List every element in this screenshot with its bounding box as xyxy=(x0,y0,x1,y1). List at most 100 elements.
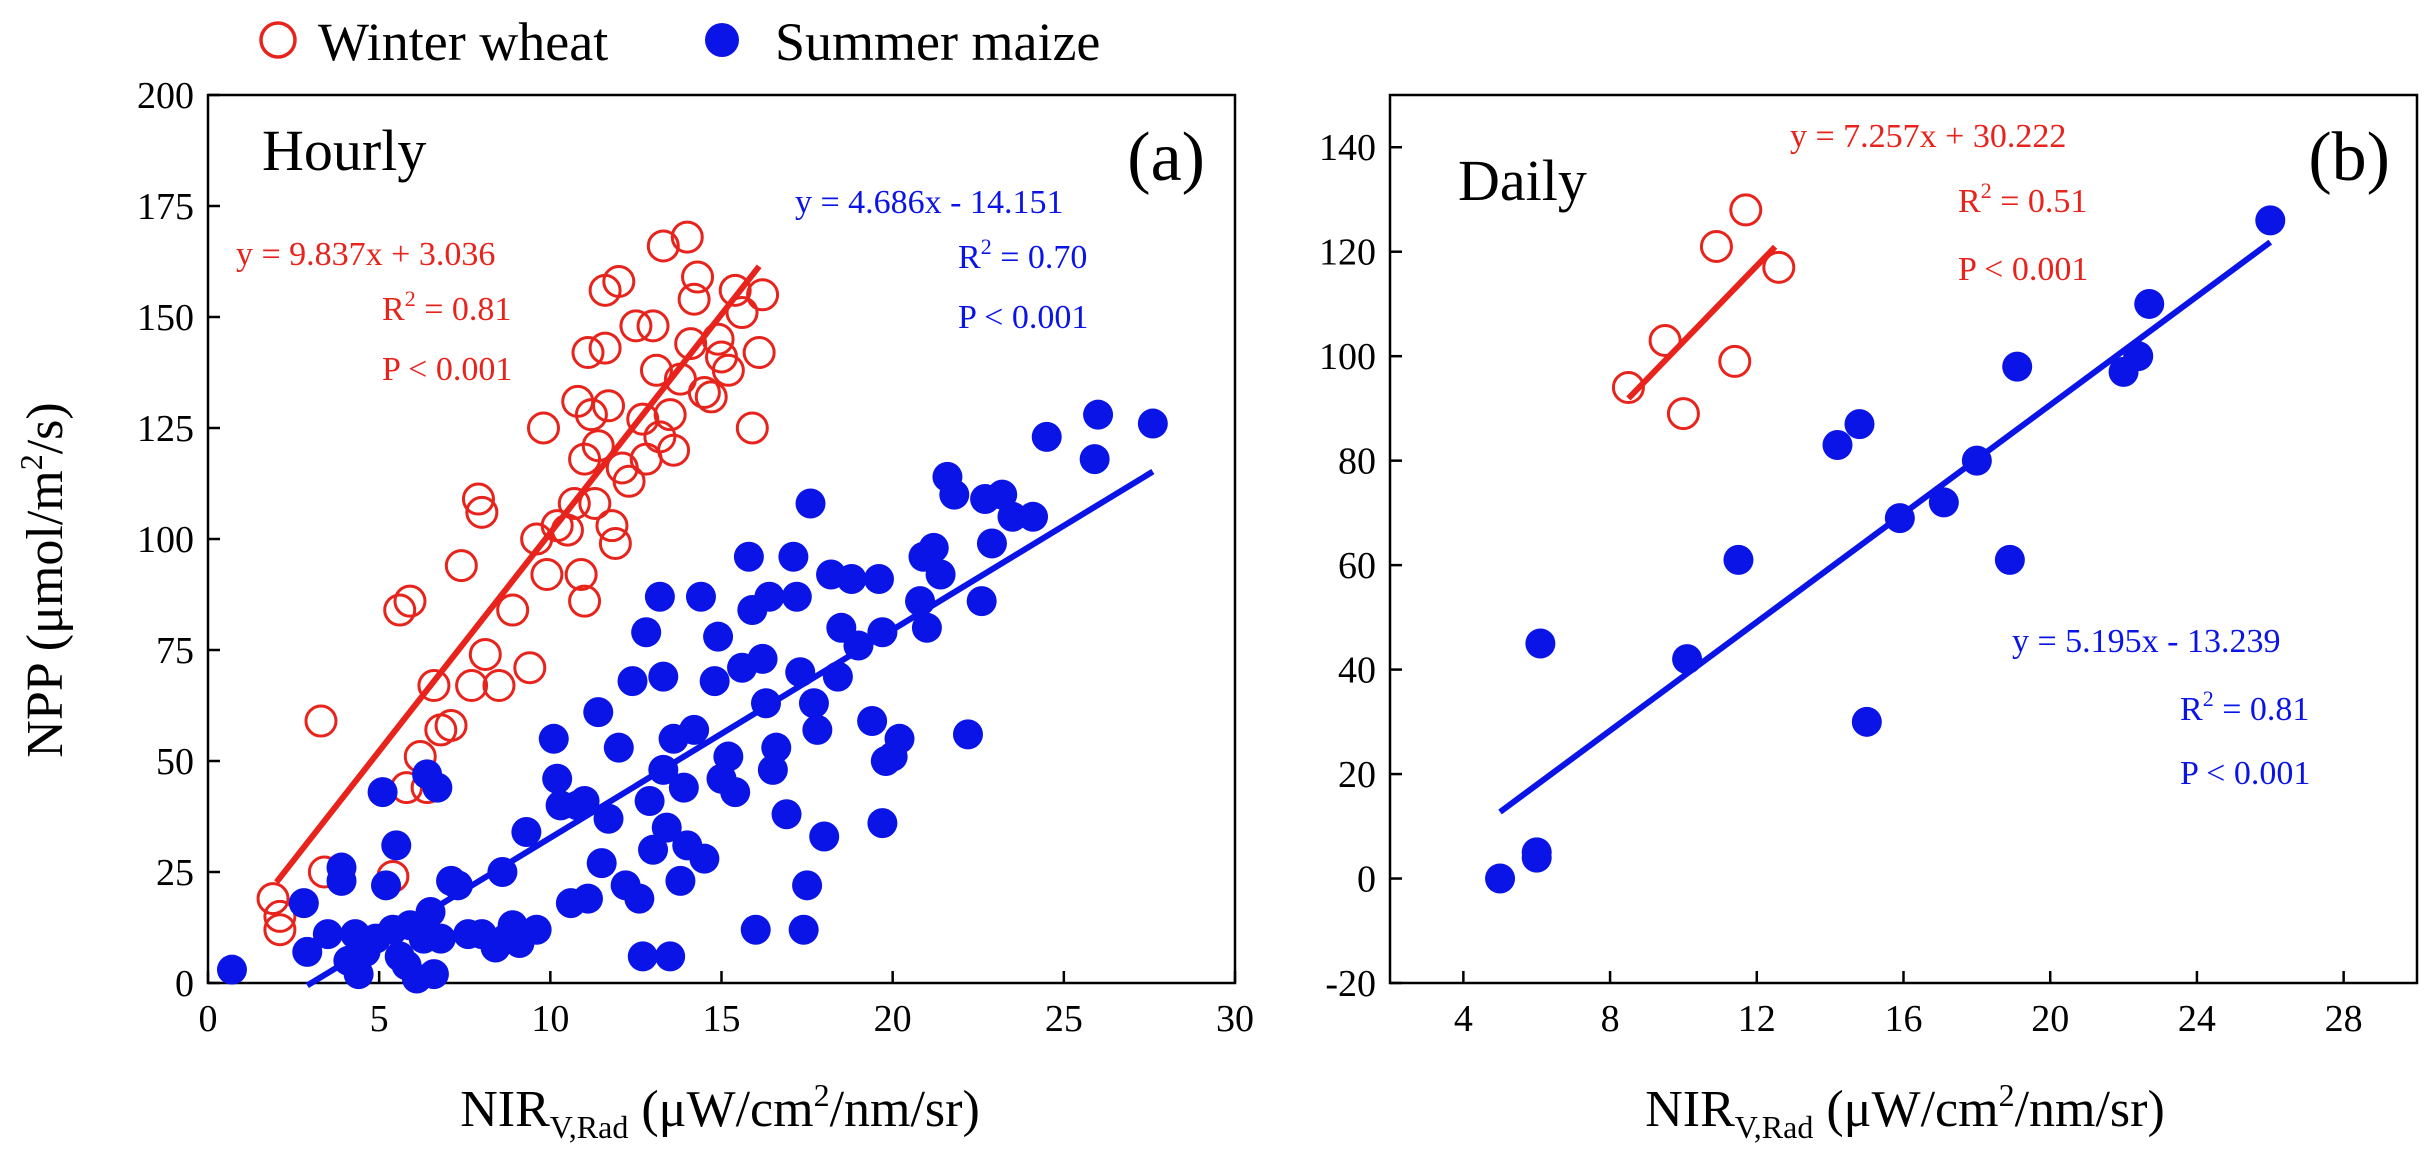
data-point-summer-maize xyxy=(976,528,1007,559)
equation-summer-maize-hourly: y = 4.686x - 14.151 xyxy=(795,184,1064,221)
data-point-summer-maize xyxy=(648,754,679,785)
data-point-summer-maize xyxy=(288,888,319,919)
data-point-summer-maize xyxy=(751,688,782,719)
data-point-winter-wheat xyxy=(626,402,660,436)
data-point-winter-wheat xyxy=(639,353,673,387)
data-point-summer-maize xyxy=(939,479,970,510)
data-point-summer-maize xyxy=(638,834,669,865)
y-tick-label: 100 xyxy=(137,519,194,561)
ticks-daily: 4 8 12 16 20 24 28 -20 0 20 40 60 80 100 120 140 xyxy=(1319,127,2363,1040)
data-point-winter-wheat xyxy=(1611,371,1645,405)
data-point-winter-wheat xyxy=(657,433,691,467)
r2-value: = 0.81 xyxy=(2214,691,2310,728)
r2-winter-wheat-daily: R2 = 0.51 xyxy=(1958,178,2087,220)
legend-marker-summer-maize xyxy=(705,23,739,57)
data-point-winter-wheat xyxy=(1699,229,1733,263)
x-axis-title-daily: NIRV,Rad (μW/cm2/nm/sr) xyxy=(1645,1077,2165,1145)
legend: Winter wheat Summer maize xyxy=(259,12,1100,72)
fits-daily xyxy=(1498,239,2273,815)
x-title-sub: V,Rad xyxy=(550,1109,629,1145)
data-point-summer-maize xyxy=(2255,205,2286,236)
y-tick-label: 0 xyxy=(1357,859,1376,901)
data-point-summer-maize xyxy=(911,612,942,643)
data-point-winter-wheat xyxy=(496,593,530,627)
data-point-winter-wheat xyxy=(701,322,735,356)
x-tick-label: 15 xyxy=(703,998,741,1040)
data-point-winter-wheat xyxy=(718,273,752,307)
panel-title-hourly: Hourly xyxy=(262,118,426,183)
legend-label-winter-wheat: Winter wheat xyxy=(318,12,608,72)
data-point-winter-wheat xyxy=(711,353,745,387)
fit-line-summer-maize xyxy=(305,469,1155,989)
data-point-winter-wheat xyxy=(725,296,759,330)
data-point-summer-maize xyxy=(798,688,829,719)
data-point-summer-maize xyxy=(713,741,744,772)
data-point-summer-maize xyxy=(836,563,867,594)
data-point-winter-wheat xyxy=(526,411,560,445)
r2-winter-wheat-hourly: R2 = 0.81 xyxy=(382,286,511,328)
data-point-summer-maize xyxy=(679,714,710,745)
equation-winter-wheat-daily: y = 7.257x + 30.222 xyxy=(1790,118,2066,155)
data-point-winter-wheat xyxy=(595,509,629,543)
p-summer-maize-hourly: P < 0.001 xyxy=(958,299,1088,336)
x-tick-label: 16 xyxy=(1885,998,1923,1040)
data-point-winter-wheat xyxy=(653,398,687,432)
data-point-summer-maize xyxy=(216,954,247,985)
points-daily xyxy=(1485,193,2286,894)
data-point-summer-maize xyxy=(1018,501,1049,532)
x-tick-label: 5 xyxy=(370,998,389,1040)
x-title-tail: /nm/sr) xyxy=(2015,1081,2165,1138)
legend-label-summer-maize: Summer maize xyxy=(775,12,1100,72)
data-point-winter-wheat xyxy=(574,398,608,432)
data-point-winter-wheat xyxy=(602,264,636,298)
x-tick-label: 0 xyxy=(199,998,218,1040)
data-point-summer-maize xyxy=(905,586,936,617)
data-point-winter-wheat xyxy=(256,882,290,916)
data-point-summer-maize xyxy=(966,586,997,617)
data-point-winter-wheat xyxy=(677,282,711,316)
plot-frame-hourly xyxy=(206,93,1237,985)
p-winter-wheat-daily: P < 0.001 xyxy=(1958,251,2088,288)
data-point-winter-wheat xyxy=(694,380,728,414)
equation-summer-maize-daily: y = 5.195x - 13.239 xyxy=(2012,623,2281,660)
fits-hourly xyxy=(274,264,1155,989)
x-tick-label: 10 xyxy=(531,998,569,1040)
y-tick-label: 0 xyxy=(175,963,194,1005)
y-axis-title-main: NPP (μmol/m xyxy=(17,470,74,757)
y-tick-label: 200 xyxy=(137,75,194,117)
data-point-summer-maize xyxy=(371,870,402,901)
r2-sup: 2 xyxy=(405,286,416,311)
r2-summer-maize-daily: R2 = 0.81 xyxy=(2180,686,2309,728)
fit-line-summer-maize xyxy=(1498,239,2273,815)
data-point-summer-maize xyxy=(1928,487,1959,518)
data-point-winter-wheat xyxy=(612,464,646,498)
x-tick-label: 30 xyxy=(1216,998,1254,1040)
r2-sup: 2 xyxy=(2203,686,2214,711)
data-point-summer-maize xyxy=(487,857,518,887)
data-point-summer-maize xyxy=(1884,503,1915,534)
panel-tag-a: (a) xyxy=(1127,119,1205,196)
data-point-winter-wheat xyxy=(735,411,769,445)
data-point-summer-maize xyxy=(326,865,357,896)
data-point-winter-wheat xyxy=(393,584,427,618)
y-tick-label: 100 xyxy=(1319,336,1376,378)
data-point-summer-maize xyxy=(644,581,675,612)
y-tick-label: -20 xyxy=(1325,963,1376,1005)
y-tick-label: 75 xyxy=(156,630,194,672)
data-point-winter-wheat xyxy=(646,229,680,263)
r2-label: R xyxy=(2180,691,2203,728)
data-point-summer-maize xyxy=(1672,644,1703,675)
data-point-summer-maize xyxy=(542,763,573,794)
data-point-summer-maize xyxy=(312,919,343,950)
data-point-winter-wheat xyxy=(1718,344,1752,378)
y-tick-label: 25 xyxy=(156,852,194,894)
x-title-main: NIR xyxy=(460,1081,550,1138)
data-point-summer-maize xyxy=(1525,628,1556,659)
data-point-winter-wheat xyxy=(578,486,612,520)
p-summer-maize-daily: P < 0.001 xyxy=(2180,755,2310,792)
data-point-summer-maize xyxy=(740,914,771,945)
data-point-summer-maize xyxy=(631,617,662,648)
y-tick-label: 60 xyxy=(1338,545,1376,587)
data-point-summer-maize xyxy=(292,936,323,967)
